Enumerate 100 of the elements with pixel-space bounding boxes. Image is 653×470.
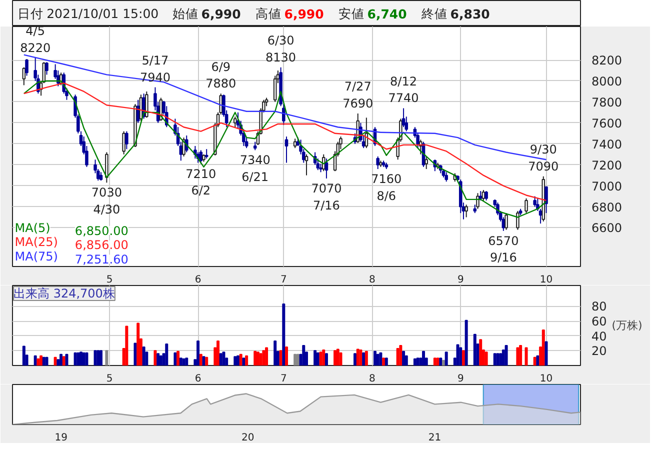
candlestick [199, 150, 203, 164]
bar [165, 344, 168, 366]
bar [404, 355, 408, 366]
y-tick-label: 7600 [592, 116, 622, 130]
bar [536, 355, 540, 366]
bar [519, 345, 522, 366]
bar [464, 320, 468, 366]
bar [504, 345, 508, 366]
candlestick [464, 204, 468, 218]
x-tick-label: 6 [194, 374, 202, 384]
y-tick-label: 7000 [592, 179, 622, 194]
bar [542, 329, 545, 366]
annotation: 6/9 7880 [206, 60, 236, 91]
candlestick [324, 158, 328, 179]
annotation: 6570 9/16 [488, 234, 519, 265]
bar [399, 345, 402, 366]
bar [185, 358, 188, 366]
bar [544, 341, 548, 366]
bar [524, 347, 528, 366]
annotation: 5/17 7940 [140, 53, 170, 84]
candlestick [304, 154, 308, 176]
y-tick-label: 6800 [592, 200, 622, 214]
candlestick [533, 196, 536, 208]
annotation: 7160 8/6 [371, 172, 402, 203]
candlestick [376, 156, 380, 170]
bar [262, 350, 266, 366]
bar [439, 358, 442, 366]
bar [359, 349, 362, 366]
annotation: 6/30 8130 [266, 34, 296, 64]
y-tick-label: 20 [592, 344, 607, 358]
y-tick-label: 8000 [592, 74, 622, 88]
candlestick [504, 212, 508, 230]
y-tick-label: 80 [592, 300, 607, 314]
candlestick [516, 210, 520, 230]
x-tick-label: 8 [368, 374, 376, 384]
bar [322, 349, 326, 366]
annotation: 7/27 7690 [342, 80, 374, 110]
bar [285, 346, 288, 366]
x-tick-label: 7 [280, 274, 287, 286]
bar [502, 349, 505, 366]
bar [202, 356, 206, 366]
bar [45, 356, 48, 366]
candlestick [484, 190, 488, 201]
x-tick-label: 9 [457, 274, 464, 286]
bar [402, 350, 406, 366]
x-tick-label: 21 [428, 432, 442, 444]
y-axis-title: (万株) [612, 319, 642, 332]
bar [222, 352, 226, 366]
bar [105, 350, 108, 366]
bar [462, 350, 465, 366]
x-tick-label: 6 [194, 274, 202, 286]
x-tick-label: 9 [457, 374, 464, 384]
candlestick [444, 172, 448, 182]
x-tick-label: 5 [106, 374, 113, 384]
candlestick [402, 108, 406, 128]
candlestick [45, 62, 48, 76]
annotation: 7340 6/21 [240, 153, 270, 184]
y-tick-label: 6600 [592, 221, 622, 236]
annotation: 7210 6/2 [186, 166, 216, 198]
candlestick [284, 136, 288, 164]
candlestick [424, 156, 428, 170]
bar [422, 350, 426, 366]
bar [125, 326, 128, 366]
bar [384, 358, 388, 366]
y-tick-label: 8200 [592, 54, 622, 68]
candlestick [122, 130, 126, 155]
y-tick-label: 7400 [592, 137, 622, 152]
bar [302, 345, 306, 366]
y-tick-label: 40 [592, 329, 607, 344]
candlestick [25, 58, 28, 76]
candlestick [544, 186, 548, 214]
bar [479, 339, 482, 366]
candlestick [105, 152, 108, 184]
bar [154, 350, 157, 366]
candlestick [293, 138, 297, 149]
y-tick-label: 7800 [592, 95, 622, 110]
chart-title: 日付 2021/10/01 15:00 始値 6,990 高値 6,990 安値 6,740 終値 6,830 [18, 6, 490, 22]
bar [442, 360, 445, 366]
candlestick [125, 130, 128, 150]
bar [516, 347, 520, 366]
annotation: 7030 4/30 [91, 186, 122, 216]
text: MA(25) 6,856.00 [14, 235, 128, 252]
bar [265, 347, 268, 366]
y-tick-label: 7200 [592, 158, 622, 172]
annotation: 7070 7/16 [311, 181, 342, 212]
bar [245, 355, 248, 366]
bar [34, 355, 37, 366]
bar [242, 358, 246, 366]
annotation: 8/12 7740 [388, 74, 419, 106]
candlestick [204, 148, 208, 160]
candlestick [476, 192, 480, 210]
bar [362, 352, 366, 366]
bar [444, 352, 448, 366]
bar [339, 352, 342, 366]
bar [65, 354, 68, 366]
bar [484, 352, 488, 366]
x-tick-label: 19 [54, 432, 68, 444]
bar [205, 356, 208, 366]
bar [459, 347, 462, 366]
bar [282, 304, 286, 366]
